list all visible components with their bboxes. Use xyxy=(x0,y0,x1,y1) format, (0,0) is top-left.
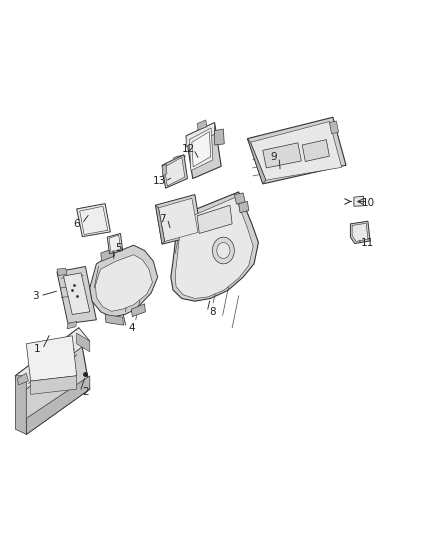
Circle shape xyxy=(217,243,230,259)
Text: 5: 5 xyxy=(115,243,122,253)
Polygon shape xyxy=(197,205,232,233)
Polygon shape xyxy=(197,120,207,130)
Text: 8: 8 xyxy=(209,307,216,317)
Polygon shape xyxy=(329,121,339,134)
Polygon shape xyxy=(95,255,152,311)
Polygon shape xyxy=(101,248,115,261)
Polygon shape xyxy=(215,129,224,145)
Polygon shape xyxy=(26,336,77,381)
Polygon shape xyxy=(234,193,245,204)
Polygon shape xyxy=(107,233,123,254)
Polygon shape xyxy=(350,221,370,244)
Polygon shape xyxy=(302,140,329,161)
Polygon shape xyxy=(26,376,90,434)
Polygon shape xyxy=(247,139,266,184)
Polygon shape xyxy=(15,376,26,434)
Text: 12: 12 xyxy=(182,144,195,154)
Text: 11: 11 xyxy=(361,238,374,247)
Polygon shape xyxy=(77,333,90,352)
Polygon shape xyxy=(251,122,342,180)
Polygon shape xyxy=(263,143,301,168)
Text: 13: 13 xyxy=(153,176,166,186)
Polygon shape xyxy=(171,192,258,301)
Polygon shape xyxy=(247,117,346,184)
Polygon shape xyxy=(57,266,96,324)
Text: 7: 7 xyxy=(159,214,166,223)
Polygon shape xyxy=(15,328,90,434)
Text: 3: 3 xyxy=(32,291,39,301)
Polygon shape xyxy=(175,197,253,298)
Text: 10: 10 xyxy=(361,198,374,207)
Polygon shape xyxy=(131,304,145,317)
Polygon shape xyxy=(159,198,198,241)
Text: 4: 4 xyxy=(128,323,135,333)
Circle shape xyxy=(212,237,234,264)
Polygon shape xyxy=(105,314,124,325)
Polygon shape xyxy=(155,195,201,244)
Text: 1: 1 xyxy=(34,344,41,354)
Polygon shape xyxy=(31,376,77,394)
Polygon shape xyxy=(352,223,368,241)
Polygon shape xyxy=(186,123,221,179)
Polygon shape xyxy=(67,321,77,329)
Polygon shape xyxy=(57,268,67,276)
Polygon shape xyxy=(15,328,90,389)
Polygon shape xyxy=(90,245,158,317)
Polygon shape xyxy=(192,132,211,167)
Polygon shape xyxy=(18,373,28,385)
Polygon shape xyxy=(155,205,165,244)
Polygon shape xyxy=(186,123,215,147)
Text: 9: 9 xyxy=(270,152,277,162)
Polygon shape xyxy=(354,196,364,206)
Text: 2: 2 xyxy=(82,387,89,397)
Polygon shape xyxy=(189,128,213,171)
Polygon shape xyxy=(239,201,249,213)
Polygon shape xyxy=(162,155,187,188)
Polygon shape xyxy=(109,235,120,252)
Text: 6: 6 xyxy=(73,219,80,229)
Polygon shape xyxy=(164,157,185,186)
Polygon shape xyxy=(80,206,108,235)
Polygon shape xyxy=(162,164,167,176)
Polygon shape xyxy=(77,204,110,237)
Polygon shape xyxy=(64,273,90,314)
